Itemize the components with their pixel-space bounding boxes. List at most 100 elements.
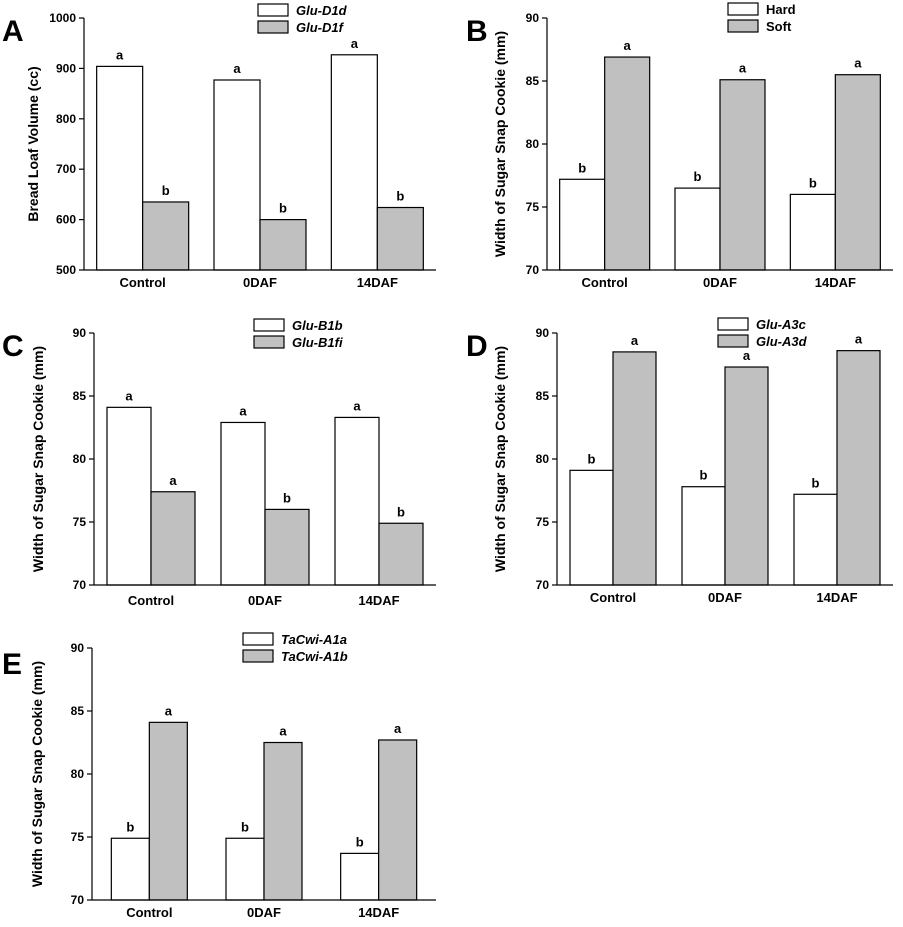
legend-swatch bbox=[257, 20, 289, 34]
significance-label: b bbox=[700, 468, 708, 483]
bar-14daf-0 bbox=[340, 852, 380, 901]
y-tick-label: 90 bbox=[71, 641, 85, 655]
significance-label: b bbox=[279, 201, 287, 216]
significance-label: b bbox=[396, 189, 404, 204]
x-tick-label: Control bbox=[120, 275, 166, 290]
x-tick-label: Control bbox=[590, 590, 636, 605]
significance-label: b bbox=[126, 819, 134, 834]
bar-0daf-0 bbox=[213, 79, 261, 271]
y-axis-title: Bread Loaf Volume (cc) bbox=[25, 66, 41, 221]
significance-label: a bbox=[169, 473, 177, 488]
bar-14daf-1 bbox=[834, 74, 881, 271]
bar-14daf-0 bbox=[330, 54, 378, 271]
bar-control-0 bbox=[569, 469, 614, 586]
x-tick-label: 14DAF bbox=[357, 275, 398, 290]
y-tick-label: 75 bbox=[71, 830, 85, 844]
x-tick-label: 14DAF bbox=[815, 275, 856, 290]
y-tick-label: 80 bbox=[73, 452, 87, 466]
bar-0daf-1 bbox=[263, 741, 303, 901]
x-tick-label: Control bbox=[126, 905, 172, 920]
x-tick-label: 0DAF bbox=[247, 905, 281, 920]
bar-0daf-0 bbox=[225, 837, 265, 901]
significance-label: b bbox=[241, 819, 249, 834]
bar-14daf-0 bbox=[334, 416, 380, 586]
bar-0daf-0 bbox=[674, 187, 721, 271]
y-tick-label: 80 bbox=[526, 137, 540, 151]
x-tick-label: 14DAF bbox=[358, 593, 399, 608]
significance-label: b bbox=[162, 183, 170, 198]
x-tick-label: Control bbox=[582, 275, 628, 290]
bar-control-1 bbox=[150, 491, 196, 586]
panel-label: D bbox=[466, 330, 488, 363]
y-tick-label: 70 bbox=[526, 263, 540, 277]
significance-label: a bbox=[279, 724, 287, 739]
bar-14daf-0 bbox=[793, 493, 838, 586]
significance-label: b bbox=[397, 504, 405, 519]
y-tick-label: 90 bbox=[536, 326, 550, 340]
bar-control-1 bbox=[604, 56, 651, 271]
panel-e: E b b b a a a 70 75 80 85 90 Control 0DAF 14DAF Width … bbox=[2, 632, 436, 920]
y-tick-label: 90 bbox=[526, 11, 540, 25]
significance-label: a bbox=[855, 332, 863, 347]
panel-label: A bbox=[2, 15, 24, 48]
y-tick-label: 700 bbox=[56, 162, 76, 176]
significance-label: a bbox=[165, 703, 173, 718]
bar-control-1 bbox=[612, 351, 657, 586]
y-tick-label: 500 bbox=[56, 263, 76, 277]
y-tick-label: 1000 bbox=[49, 11, 76, 25]
significance-label: b bbox=[356, 834, 364, 849]
bar-14daf-1 bbox=[836, 350, 881, 586]
legend-label: Glu-D1f bbox=[296, 20, 345, 35]
significance-label: b bbox=[809, 175, 817, 190]
panel-label: C bbox=[2, 330, 24, 363]
significance-label: b bbox=[588, 451, 596, 466]
y-axis-title: Width of Sugar Snap Cookie (mm) bbox=[29, 661, 45, 887]
significance-label: a bbox=[394, 721, 402, 736]
legend-swatch bbox=[253, 318, 285, 332]
legend-swatch bbox=[242, 632, 274, 646]
panel-a: A a a a b b b 500 600 700 800 900 1000 Control 0DAF 14… bbox=[2, 3, 436, 290]
x-tick-label: 14DAF bbox=[358, 905, 399, 920]
y-tick-label: 85 bbox=[71, 704, 85, 718]
bar-0daf-1 bbox=[724, 366, 769, 586]
legend-label: Glu-D1d bbox=[296, 3, 348, 18]
significance-label: a bbox=[233, 61, 241, 76]
significance-label: b bbox=[812, 475, 820, 490]
y-tick-label: 90 bbox=[73, 326, 87, 340]
legend-swatch bbox=[242, 649, 274, 663]
bar-control-0 bbox=[106, 406, 152, 586]
bar-0daf-1 bbox=[259, 219, 307, 271]
y-axis-title: Width of Sugar Snap Cookie (mm) bbox=[30, 346, 46, 572]
legend-label: Soft bbox=[766, 19, 792, 34]
significance-label: a bbox=[125, 388, 133, 403]
bar-14daf-1 bbox=[376, 206, 424, 271]
y-tick-label: 900 bbox=[56, 61, 76, 75]
legend-label: TaCwi-A1b bbox=[281, 649, 348, 664]
bar-control-0 bbox=[559, 178, 606, 271]
y-axis-title: Width of Sugar Snap Cookie (mm) bbox=[492, 346, 508, 572]
x-tick-label: 14DAF bbox=[816, 590, 857, 605]
legend-swatch bbox=[257, 3, 289, 17]
significance-label: a bbox=[739, 61, 747, 76]
legend-label: Glu-B1b bbox=[292, 318, 343, 333]
y-tick-label: 75 bbox=[73, 515, 87, 529]
legend-swatch bbox=[727, 2, 759, 16]
y-tick-label: 75 bbox=[536, 515, 550, 529]
x-tick-label: 0DAF bbox=[248, 593, 282, 608]
panel-label: E bbox=[2, 648, 22, 681]
y-axis-title: Width of Sugar Snap Cookie (mm) bbox=[492, 31, 508, 257]
panel-b: B b b b a a a 70 75 80 85 90 Control 0DAF 14DAF Width … bbox=[466, 2, 893, 290]
legend-label: TaCwi-A1a bbox=[281, 632, 347, 647]
bar-control-1 bbox=[142, 201, 190, 271]
legend-label: Glu-B1fi bbox=[292, 335, 343, 350]
significance-label: a bbox=[854, 56, 862, 71]
panel-label: B bbox=[466, 15, 488, 48]
significance-label: b bbox=[283, 490, 291, 505]
legend-swatch bbox=[717, 317, 749, 331]
x-tick-label: 0DAF bbox=[708, 590, 742, 605]
bar-0daf-1 bbox=[719, 79, 766, 271]
y-tick-label: 85 bbox=[73, 389, 87, 403]
significance-label: a bbox=[351, 36, 359, 51]
significance-label: a bbox=[239, 403, 247, 418]
